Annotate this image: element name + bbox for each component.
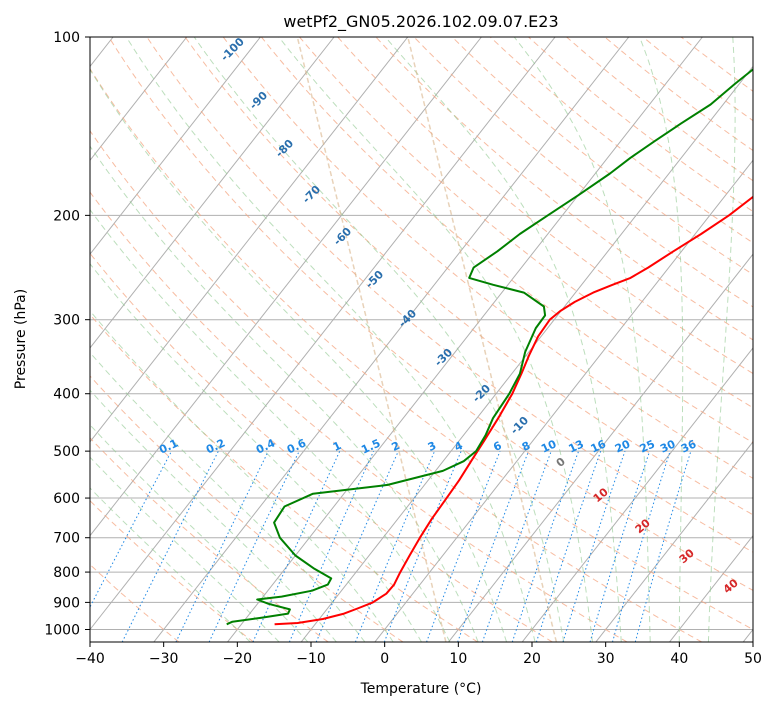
- y-axis-title: Pressure (hPa): [13, 289, 29, 389]
- mixing-ratio-line: [562, 450, 626, 642]
- mixing-ratio-line: [426, 450, 501, 642]
- x-tick-label: 50: [744, 651, 762, 667]
- x-tick-label: 30: [597, 651, 615, 667]
- mixing-ratio-label: 13: [567, 437, 586, 455]
- isotherm-0: [374, 159, 753, 642]
- moist-adiabat--8: [90, 389, 337, 642]
- mixing-ratio-label: 10: [539, 437, 559, 455]
- mixing-ratio-line: [288, 450, 375, 642]
- y-tick-label: 800: [53, 565, 80, 581]
- moist-adiabat--4: [90, 351, 366, 642]
- moist-adiabat-12: [90, 145, 479, 642]
- moist-adiabat-8: [90, 208, 451, 642]
- mixing-ratio-label: 36: [679, 437, 699, 455]
- moist-adiabat-16: [90, 68, 508, 642]
- mixing-ratio-line: [383, 450, 462, 642]
- moist-adiabat-20: [125, 37, 536, 642]
- mixing-ratio-line: [612, 450, 671, 642]
- mixing-ratio-line: [511, 450, 580, 642]
- profiles: [226, 68, 753, 626]
- x-tick-label: 0: [380, 651, 389, 667]
- dry-adiabat-50: [90, 67, 753, 631]
- y-tick-label: 500: [53, 444, 80, 460]
- isotherm--50: [90, 37, 482, 537]
- isotherm--40: [90, 37, 556, 631]
- y-tick-label: 300: [53, 313, 80, 329]
- mixing-ratio-label: 20: [613, 437, 633, 455]
- mixing-ratio-line: [121, 450, 219, 642]
- mixing-ratio-label: 16: [589, 437, 609, 455]
- x-axis-title: Temperature (°C): [360, 681, 482, 697]
- dry-adiabat-0: [90, 375, 404, 642]
- dry-adiabat-30: [90, 191, 628, 642]
- dewpoint-line: [226, 68, 753, 626]
- mixing-ratio-label: 25: [638, 437, 657, 455]
- dry-adiabat-60: [108, 37, 753, 591]
- moist-adiabat-40: [639, 37, 684, 642]
- mixing-ratio-line: [481, 450, 552, 642]
- y-tick-label: 1000: [44, 623, 80, 639]
- x-tick-label: 40: [670, 651, 688, 667]
- y-tick-label: 700: [53, 531, 80, 547]
- isotherm--80: [90, 37, 261, 255]
- dry-adiabat-110: [299, 37, 753, 409]
- moist-adiabat-36: [513, 37, 651, 642]
- isotherm--90: [90, 37, 188, 162]
- background-lines: [90, 37, 753, 642]
- y-tick-label: 900: [53, 595, 80, 611]
- x-tick-label: −10: [296, 651, 326, 667]
- y-tick-label: 400: [53, 387, 80, 403]
- moist-adiabat-28: [278, 37, 593, 642]
- mixing-ratio-label: 30: [658, 437, 678, 455]
- mixing-ratio-line: [354, 450, 436, 642]
- y-tick-label: 600: [53, 491, 80, 507]
- mixing-ratio-line: [634, 450, 692, 642]
- isotherm-10: [448, 253, 753, 642]
- mixing-ratio-line: [90, 450, 172, 608]
- x-tick-label: −30: [149, 651, 179, 667]
- isotherm-30: [595, 441, 753, 642]
- mixing-ratio-line: [535, 450, 602, 642]
- moist-adiabat-32: [384, 37, 622, 642]
- mixing-ratio-line: [589, 450, 651, 642]
- isotherm-20: [521, 347, 753, 642]
- guide-curve: [296, 37, 447, 642]
- isotherm--60: [90, 37, 409, 443]
- x-tick-label: 10: [449, 651, 467, 667]
- moist-adiabat-44: [707, 37, 736, 642]
- isotherm--30: [153, 37, 630, 642]
- temperature-line: [274, 195, 753, 626]
- dry-adiabat-80: [184, 37, 753, 516]
- dry-adiabat-70: [146, 37, 753, 553]
- dry-adiabat-140: [413, 37, 753, 308]
- isotherm--10: [300, 65, 753, 642]
- dry-adiabat--10: [90, 437, 329, 642]
- y-axis-ticks: 100 200 300 400 500 600 700 800 900 1000: [44, 30, 90, 639]
- plot-frame: [89, 36, 754, 643]
- dry-adiabat-100: [261, 37, 753, 444]
- dry-adiabat-10: [90, 313, 479, 642]
- moist-adiabat-4: [90, 263, 423, 642]
- x-axis-ticks: −40 −30 −20 −10 0 10 20 30 40 50: [75, 642, 762, 667]
- isotherm--20: [227, 37, 703, 642]
- x-tick-label: −20: [223, 651, 253, 667]
- y-tick-label: 100: [53, 30, 80, 46]
- x-tick-label: 20: [523, 651, 541, 667]
- mixing-ratio-line: [457, 450, 530, 642]
- mixing-ratio-line: [315, 450, 399, 642]
- dry-adiabat-20: [90, 252, 553, 642]
- x-tick-label: −40: [75, 651, 105, 667]
- isotherm--70: [90, 37, 335, 349]
- moist-adiabat-0: [90, 310, 394, 642]
- moist-adiabat--12: [90, 424, 309, 642]
- moist-adiabat-24: [193, 37, 565, 642]
- chart-title: wetPf2_GN05.2026.102.09.07.E23: [283, 12, 558, 32]
- dry-adiabat--30: [90, 563, 180, 642]
- isotherm-40: [669, 534, 753, 642]
- y-tick-label: 200: [53, 208, 80, 224]
- dry-adiabat-90: [222, 37, 753, 479]
- guide-curve: [407, 37, 558, 642]
